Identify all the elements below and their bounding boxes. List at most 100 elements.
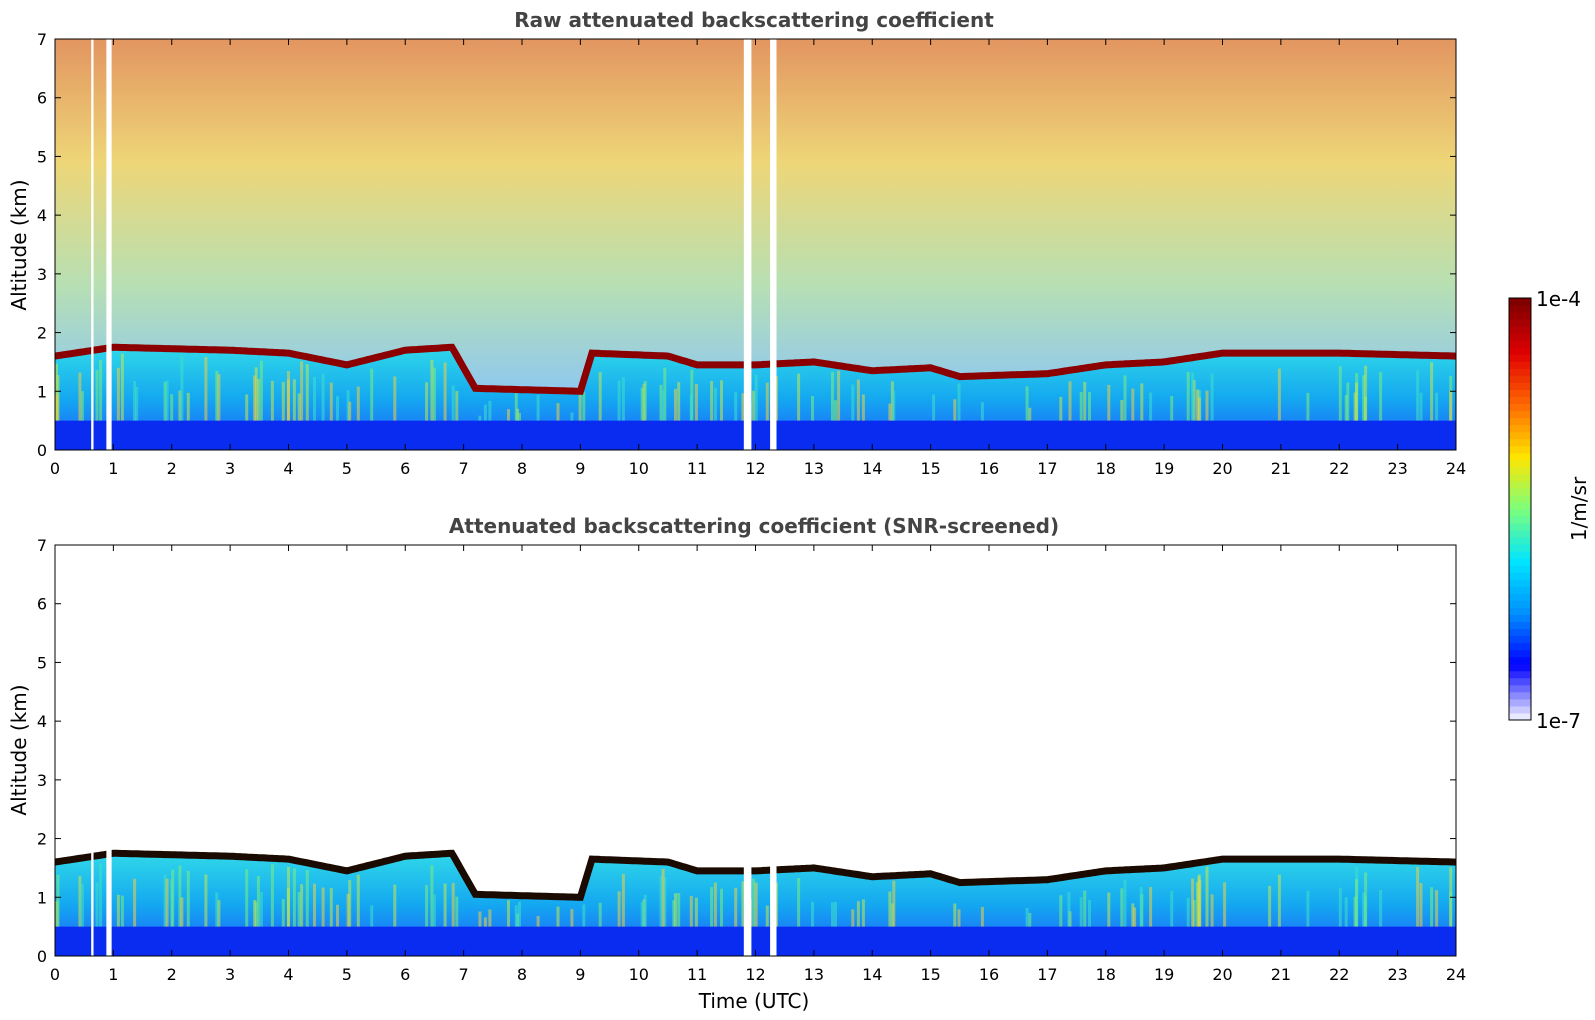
colorbar-step <box>1509 403 1531 412</box>
plume-streak <box>1120 888 1124 936</box>
plume-streak <box>689 895 693 936</box>
plume-streak <box>1197 397 1201 430</box>
y-tick-label: 1 <box>37 382 47 401</box>
colorbar-unit-label: 1/m/sr <box>1567 476 1591 541</box>
plume-streak <box>659 384 663 430</box>
plume-streak <box>1344 897 1348 936</box>
plume-streak <box>1306 392 1310 430</box>
colorbar-step <box>1509 558 1531 566</box>
plume-streak <box>253 375 257 430</box>
plume-streak <box>186 392 190 430</box>
plume-streak <box>1028 407 1032 430</box>
colorbar-step <box>1509 487 1531 496</box>
plume-streak <box>556 906 560 936</box>
x-tick-label: 13 <box>804 459 824 478</box>
plume-streak <box>734 887 738 936</box>
colorbar-step <box>1509 600 1531 608</box>
plume-streak <box>663 367 667 430</box>
plume-streak <box>980 402 984 430</box>
y-tick-label: 5 <box>37 653 47 672</box>
colorbar-step <box>1509 466 1531 475</box>
plume-streak <box>663 877 667 936</box>
plume-streak <box>1083 890 1087 936</box>
plume-streak <box>135 387 139 430</box>
colorbar-step <box>1509 684 1531 693</box>
plume-streak <box>215 892 219 936</box>
plume-streak <box>710 380 714 430</box>
plume-streak <box>305 870 309 936</box>
plume-streak <box>178 390 182 430</box>
x-tick-label: 16 <box>979 459 999 478</box>
plume-streak <box>851 909 855 936</box>
plume-streak <box>661 390 665 430</box>
plume-streak <box>1139 887 1143 936</box>
plume-streak <box>953 903 957 936</box>
colorbar-step <box>1509 530 1531 538</box>
plume-streak <box>78 876 82 936</box>
colorbar-step <box>1509 705 1531 714</box>
colorbar-step <box>1509 396 1531 404</box>
plume-streak <box>1338 887 1342 936</box>
plume-streak <box>694 384 698 430</box>
colorbar-step <box>1509 607 1531 615</box>
plume-streak <box>861 899 865 936</box>
x-tick-label: 6 <box>400 459 410 478</box>
x-tick-label: 15 <box>920 965 940 984</box>
x-tick-label: 7 <box>459 459 469 478</box>
plume-streak <box>765 905 769 936</box>
colorbar-step <box>1509 445 1531 454</box>
plume-streak <box>313 377 316 430</box>
x-axis-label: Time (UTC) <box>698 989 810 1013</box>
colorbar-step <box>1509 459 1531 468</box>
plume-streak <box>1107 892 1111 936</box>
plume-streak <box>215 370 219 430</box>
plume-streak <box>957 383 961 430</box>
plume-streak <box>674 388 677 430</box>
plume-streak <box>734 392 738 430</box>
colorbar-step <box>1509 509 1531 517</box>
plume-streak <box>425 885 429 936</box>
plume-streak <box>455 896 459 936</box>
x-tick-label: 22 <box>1329 459 1349 478</box>
plume-streak <box>754 374 758 430</box>
plume-streak <box>321 887 325 936</box>
colorbar-step <box>1509 537 1531 545</box>
plume-streak <box>752 390 756 430</box>
plume-streak <box>281 899 285 936</box>
x-tick-label: 20 <box>1212 965 1232 984</box>
data-gap <box>91 545 94 956</box>
plume-streak <box>488 400 492 430</box>
plume-streak <box>245 869 249 936</box>
plume-streak <box>178 865 182 936</box>
plume-streak <box>677 382 681 430</box>
plume-streak <box>672 900 676 936</box>
data-gap <box>743 39 752 450</box>
snr-screened-panel: Attenuated backscattering coefficient (S… <box>7 514 1466 1013</box>
plume-streak <box>483 917 487 936</box>
y-tick-label: 2 <box>37 324 47 343</box>
y-tick-label: 3 <box>37 771 47 790</box>
plume-streak <box>710 886 714 936</box>
plume-streak <box>1191 372 1195 430</box>
y-axis-label: Altitude (km) <box>7 684 31 815</box>
plume-streak <box>888 891 892 936</box>
plume-streak <box>507 900 510 936</box>
colorbar-step <box>1509 312 1531 320</box>
colorbar-step <box>1509 544 1531 552</box>
y-tick-label: 0 <box>37 947 47 966</box>
plume-streak <box>1379 372 1383 430</box>
plume-streak <box>321 373 325 430</box>
plume-streak <box>754 882 758 936</box>
x-tick-label: 5 <box>342 965 352 984</box>
colorbar-step <box>1509 551 1531 559</box>
data-gap <box>743 545 752 956</box>
plume-streak <box>116 894 120 936</box>
plume-streak <box>661 868 665 936</box>
plume-streak <box>1149 392 1153 430</box>
x-tick-label: 24 <box>1446 965 1466 984</box>
plume-streak <box>259 360 263 430</box>
plume-streak <box>336 904 339 936</box>
colorbar-step <box>1509 319 1531 327</box>
x-tick-label: 20 <box>1212 459 1232 478</box>
plume-streak <box>80 883 84 936</box>
